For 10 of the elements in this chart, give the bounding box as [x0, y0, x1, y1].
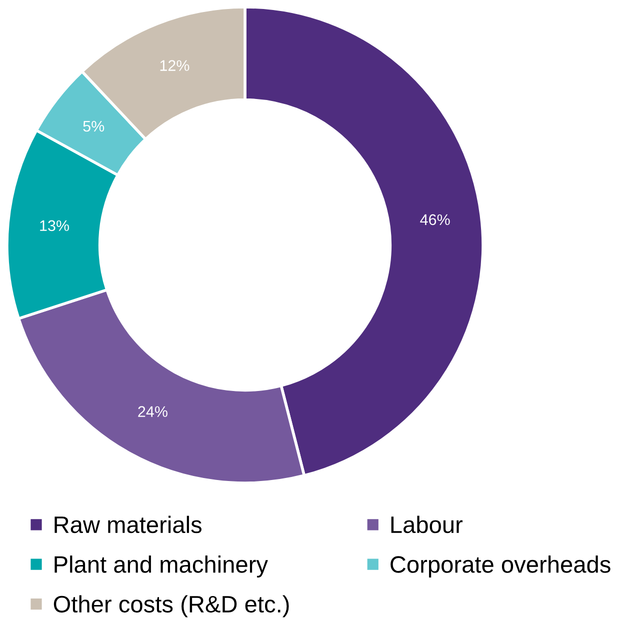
legend-label: Plant and machinery [54, 556, 268, 578]
data-label: 12% [160, 60, 190, 71]
legend-label: Other costs (R&D etc.) [54, 595, 289, 618]
data-label: 46% [420, 214, 450, 226]
data-label: 5% [83, 120, 104, 132]
legend-label: Labour [391, 516, 463, 534]
data-label: 24% [138, 406, 168, 417]
legend-label: Raw materials [54, 516, 202, 534]
legend-label: Corporate overheads [390, 556, 610, 578]
data-label: 13% [40, 220, 70, 232]
